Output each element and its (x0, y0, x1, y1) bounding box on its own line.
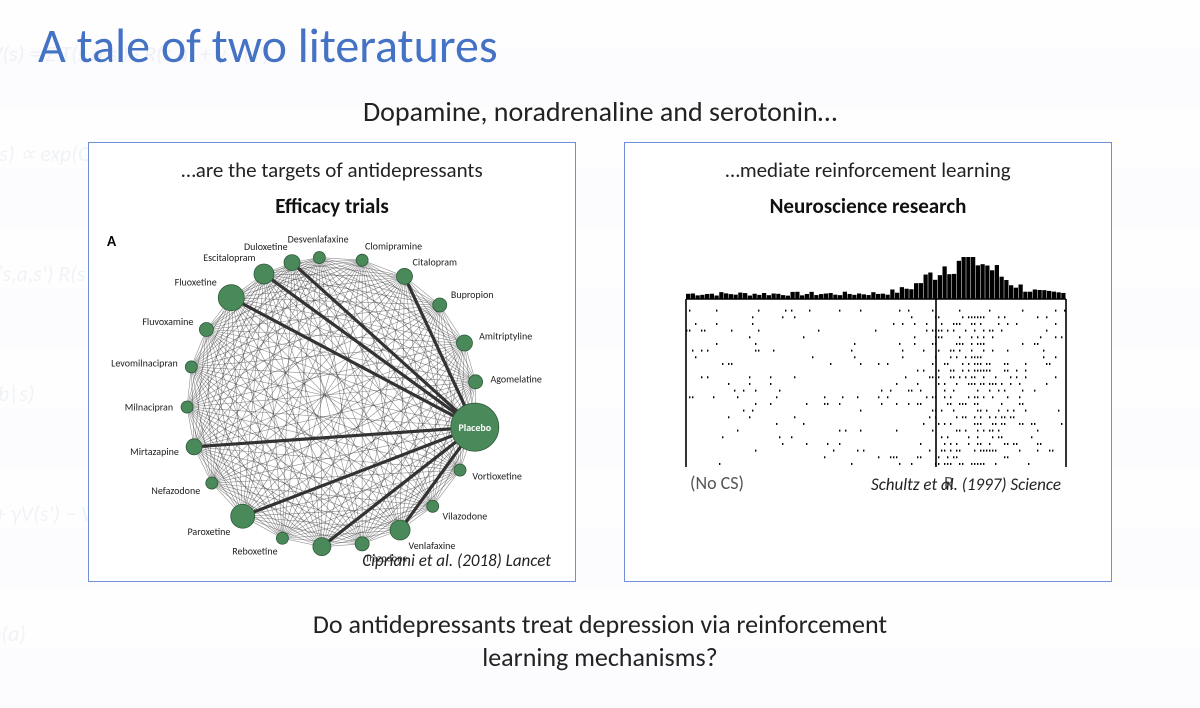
right-panel-heading: Neuroscience research (635, 193, 1101, 219)
svg-text:Mirtazapine: Mirtazapine (130, 445, 179, 458)
watermark-formula: Σ T(s,a,s') R(s') (0, 260, 97, 287)
svg-text:Amitriptyline: Amitriptyline (479, 330, 532, 343)
left-panel: …are the targets of antidepressants Effi… (88, 142, 576, 582)
svg-text:Vortioxetine: Vortioxetine (472, 470, 521, 483)
svg-text:Bupropion: Bupropion (451, 288, 494, 301)
svg-text:Milnacipran: Milnacipran (125, 401, 173, 414)
svg-text:Fluoxetine: Fluoxetine (175, 276, 217, 289)
svg-text:Fluvoxamine: Fluvoxamine (142, 315, 193, 328)
svg-text:Reboxetine: Reboxetine (232, 544, 277, 557)
left-panel-lead: …are the targets of antidepressants (99, 157, 565, 183)
raster-plot: (No CS)R (668, 247, 1068, 497)
efficacy-network-diagram: Desvenlafaxine Clomipramine Citalopram Bupr… (102, 227, 562, 562)
right-panel-lead: …mediate reinforcement learning (635, 157, 1101, 183)
svg-text:Desvenlafaxine: Desvenlafaxine (288, 233, 349, 246)
left-panel-letter: A (107, 233, 116, 251)
svg-text:Paroxetine: Paroxetine (187, 525, 230, 538)
bottom-question-line1: Do antidepressants treat depression via … (313, 608, 887, 640)
right-panel: …mediate reinforcement learning Neurosci… (624, 142, 1112, 582)
svg-text:Clomipramine: Clomipramine (365, 239, 422, 252)
svg-text:Citalopram: Citalopram (413, 256, 458, 269)
svg-text:(No CS): (No CS) (690, 472, 744, 494)
svg-text:Duloxetine: Duloxetine (244, 240, 288, 253)
right-citation: Schultz et al. (1997) Science (871, 474, 1061, 495)
slide-subtitle: Dopamine, noradrenaline and serotonin… (0, 94, 1200, 129)
left-citation: Cipriani et al. (2018) Lancet (362, 550, 551, 571)
slide-title: A tale of two literatures (38, 16, 498, 75)
svg-text:Nefazodone: Nefazodone (151, 484, 200, 497)
svg-text:Agomelatine: Agomelatine (490, 373, 541, 386)
svg-text:Vilazodone: Vilazodone (442, 509, 487, 522)
panels-row: …are the targets of antidepressants Effi… (88, 142, 1112, 582)
svg-text:Levomilnacipran: Levomilnacipran (111, 357, 178, 370)
bottom-question: Do antidepressants treat depression via … (0, 608, 1200, 673)
bottom-question-line2: learning mechanisms? (482, 641, 717, 673)
svg-text:Placebo: Placebo (458, 421, 491, 434)
watermark-formula: p(b|s) (0, 380, 35, 407)
left-panel-heading: Efficacy trials (99, 193, 565, 219)
